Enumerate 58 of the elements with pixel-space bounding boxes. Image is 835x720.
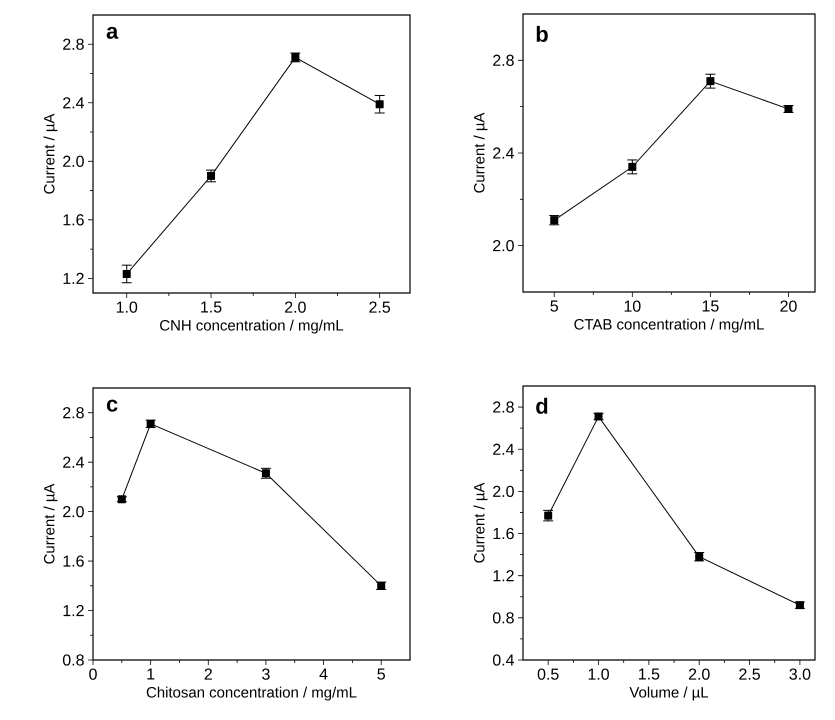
x-tick-label: 0.5 xyxy=(538,668,559,680)
y-tick-label: 2.8 xyxy=(493,401,514,413)
annotation: c xyxy=(106,400,118,412)
y-tick-label: 1.6 xyxy=(64,214,84,226)
x-tick-label: 1.0 xyxy=(588,668,609,680)
x-tick-label: 3 xyxy=(262,668,270,680)
x-tick-label: 3.0 xyxy=(789,668,810,680)
y-tick-label: 1.2 xyxy=(494,570,514,582)
y-axis-title: Current / µA xyxy=(474,482,488,563)
x-tick-label: 5 xyxy=(377,668,385,680)
x-tick-label: 1.5 xyxy=(201,302,222,313)
y-tick-label: 2.0 xyxy=(493,240,514,252)
y-tick-label: 2.4 xyxy=(63,97,84,108)
y-tick-label: 2.4 xyxy=(493,147,514,159)
x-tick-label: 1.0 xyxy=(116,302,138,313)
y-tick-label: 2.4 xyxy=(493,444,514,455)
x-tick-label: 10 xyxy=(624,300,641,312)
point xyxy=(628,162,636,171)
y-tick-label: 2.0 xyxy=(63,156,84,167)
annotation: b xyxy=(536,26,548,42)
x-tick-label: 5 xyxy=(550,300,558,312)
point xyxy=(376,100,384,108)
y-axis-title: Current / µA xyxy=(474,112,488,193)
y-tick-label: 2.0 xyxy=(493,486,514,498)
y-tick-label: 0.8 xyxy=(62,654,84,666)
y-tick-label: 0.4 xyxy=(492,654,514,666)
x-tick-label: 2 xyxy=(204,668,212,680)
x-tick-label: 1 xyxy=(147,668,154,680)
y-tick-label: 1.6 xyxy=(64,555,84,567)
x-tick-label: 2.0 xyxy=(285,302,306,313)
x-tick-label: 0 xyxy=(89,668,97,680)
x-tick-label: 20 xyxy=(780,300,797,312)
y-tick-label: 2.8 xyxy=(63,38,84,50)
y-tick-label: 1.2 xyxy=(64,272,84,284)
y-tick-label: 2.8 xyxy=(493,54,514,66)
point xyxy=(207,172,216,180)
x-axis-title: Volume / µL xyxy=(629,686,708,701)
y-tick-label: 2.4 xyxy=(63,456,84,468)
x-tick-label: 2.5 xyxy=(369,302,390,313)
x-tick-label: 2.5 xyxy=(739,668,760,680)
point xyxy=(122,270,131,278)
point xyxy=(706,77,714,86)
x-tick-label: 1.5 xyxy=(639,668,660,680)
y-tick-label: 0.8 xyxy=(492,612,514,624)
y-tick-label: 1.2 xyxy=(64,604,84,616)
y-tick-label: 2.0 xyxy=(63,506,84,518)
x-axis-title: Chitosan concentration / mg/mL xyxy=(146,686,356,701)
x-axis-title: CNH concentration / mg/mL xyxy=(160,320,344,334)
y-axis-title: Current / µA xyxy=(44,114,58,194)
x-tick-label: 4 xyxy=(319,668,328,680)
x-tick-label: 2.0 xyxy=(688,668,710,680)
y-tick-label: 1.6 xyxy=(494,528,514,540)
annotation: a xyxy=(106,26,118,39)
x-axis-title: CTAB concentration / mg/mL xyxy=(574,318,764,333)
annotation: d xyxy=(536,398,548,414)
x-tick-label: 15 xyxy=(702,300,719,312)
y-tick-label: 2.8 xyxy=(63,407,84,418)
y-axis-title: Current / µA xyxy=(44,484,58,564)
